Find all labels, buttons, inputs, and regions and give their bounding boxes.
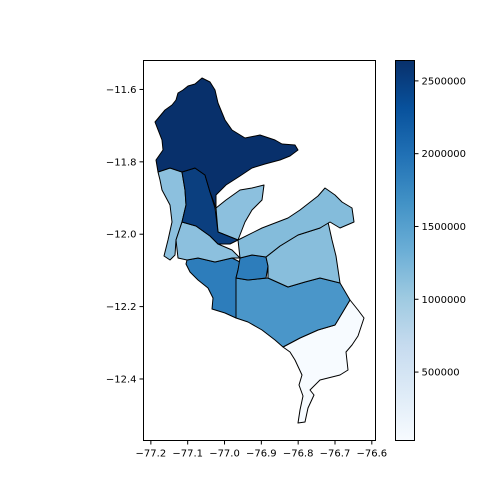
- x-tick-label: −77.1: [172, 449, 203, 460]
- y-tick-label: −11.6: [106, 85, 137, 96]
- y-tick-label: −12.2: [106, 302, 137, 313]
- colorbar-tick-label: 1500000: [422, 222, 467, 233]
- y-tick-label: −12.0: [106, 230, 137, 241]
- x-tick-label: −76.8: [283, 449, 314, 460]
- colorbar-axis: 500000 1000000 1500000 2000000 2500000: [414, 76, 467, 379]
- map-region-northeast: [237, 187, 355, 259]
- map-region-coastal: [185, 257, 241, 319]
- y-tick-label: −12.4: [106, 374, 137, 385]
- colorbar-tick-label: 2000000: [422, 149, 467, 160]
- map-regions: [154, 77, 365, 424]
- x-tick-label: −76.6: [356, 449, 387, 460]
- x-tick-label: −77.0: [209, 449, 240, 460]
- colorbar-tick-label: 1000000: [422, 295, 467, 306]
- colorbar-tick-label: 2500000: [422, 76, 467, 87]
- x-tick-label: −76.7: [320, 449, 351, 460]
- colorbar: [395, 60, 415, 441]
- map-region-center: [235, 254, 269, 281]
- x-tick-label: −77.2: [136, 449, 167, 460]
- map-region-north: [154, 77, 299, 209]
- x-axis: −77.2 −77.1 −77.0 −76.9 −76.8 −76.7 −76.6: [136, 440, 387, 460]
- map-axes-frame: [143, 60, 376, 441]
- colorbar-tick-label: 500000: [422, 368, 460, 379]
- y-axis: −11.6 −11.8 −12.0 −12.2 −12.4: [106, 85, 144, 385]
- x-tick-label: −76.9: [246, 449, 277, 460]
- y-tick-label: −11.8: [106, 157, 137, 168]
